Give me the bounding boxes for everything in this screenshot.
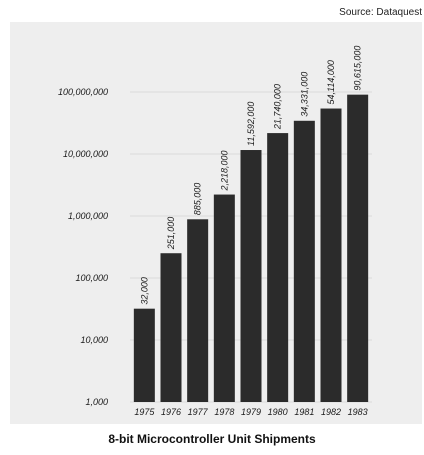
y-tick-label: 100,000,000 [58,87,108,97]
bar [347,94,369,402]
data-label: 251,000 [166,217,176,251]
x-tick-label: 1975 [134,407,155,417]
y-tick-label: 1,000 [85,397,108,407]
bar [160,253,182,402]
y-tick-label: 10,000,000 [63,149,108,159]
x-tick-label: 1979 [241,407,261,417]
x-tick-label: 1978 [214,407,234,417]
x-tick-label: 1982 [321,407,341,417]
x-tick-label: 1983 [348,407,368,417]
data-label: 90,615,000 [353,46,363,91]
x-tick-label: 1976 [161,407,181,417]
data-label: 32,000 [139,277,149,305]
source-note: Source: Dataquest [339,7,422,18]
bar [267,133,289,402]
data-label: 21,740,000 [273,84,283,130]
bar [320,108,342,403]
data-label: 11,592,000 [246,102,256,146]
y-tick-label: 100,000 [75,273,108,283]
bar [240,150,262,402]
y-tick-label: 10,000 [80,335,108,345]
data-label: 34,331,000 [299,72,309,117]
data-label: 2,218,000 [219,151,229,192]
bar [133,308,155,402]
x-tick-label: 1981 [294,407,314,417]
data-label: 54,114,000 [326,60,336,104]
x-tick-label: 1977 [188,407,209,417]
x-tick-label: 1980 [268,407,288,417]
chart-title: 8-bit Microcontroller Unit Shipments [108,432,316,446]
bar [187,219,209,402]
bar [213,194,235,402]
data-label: 885,000 [193,183,203,216]
bar [293,120,315,402]
y-tick-label: 1,000,000 [68,211,108,221]
